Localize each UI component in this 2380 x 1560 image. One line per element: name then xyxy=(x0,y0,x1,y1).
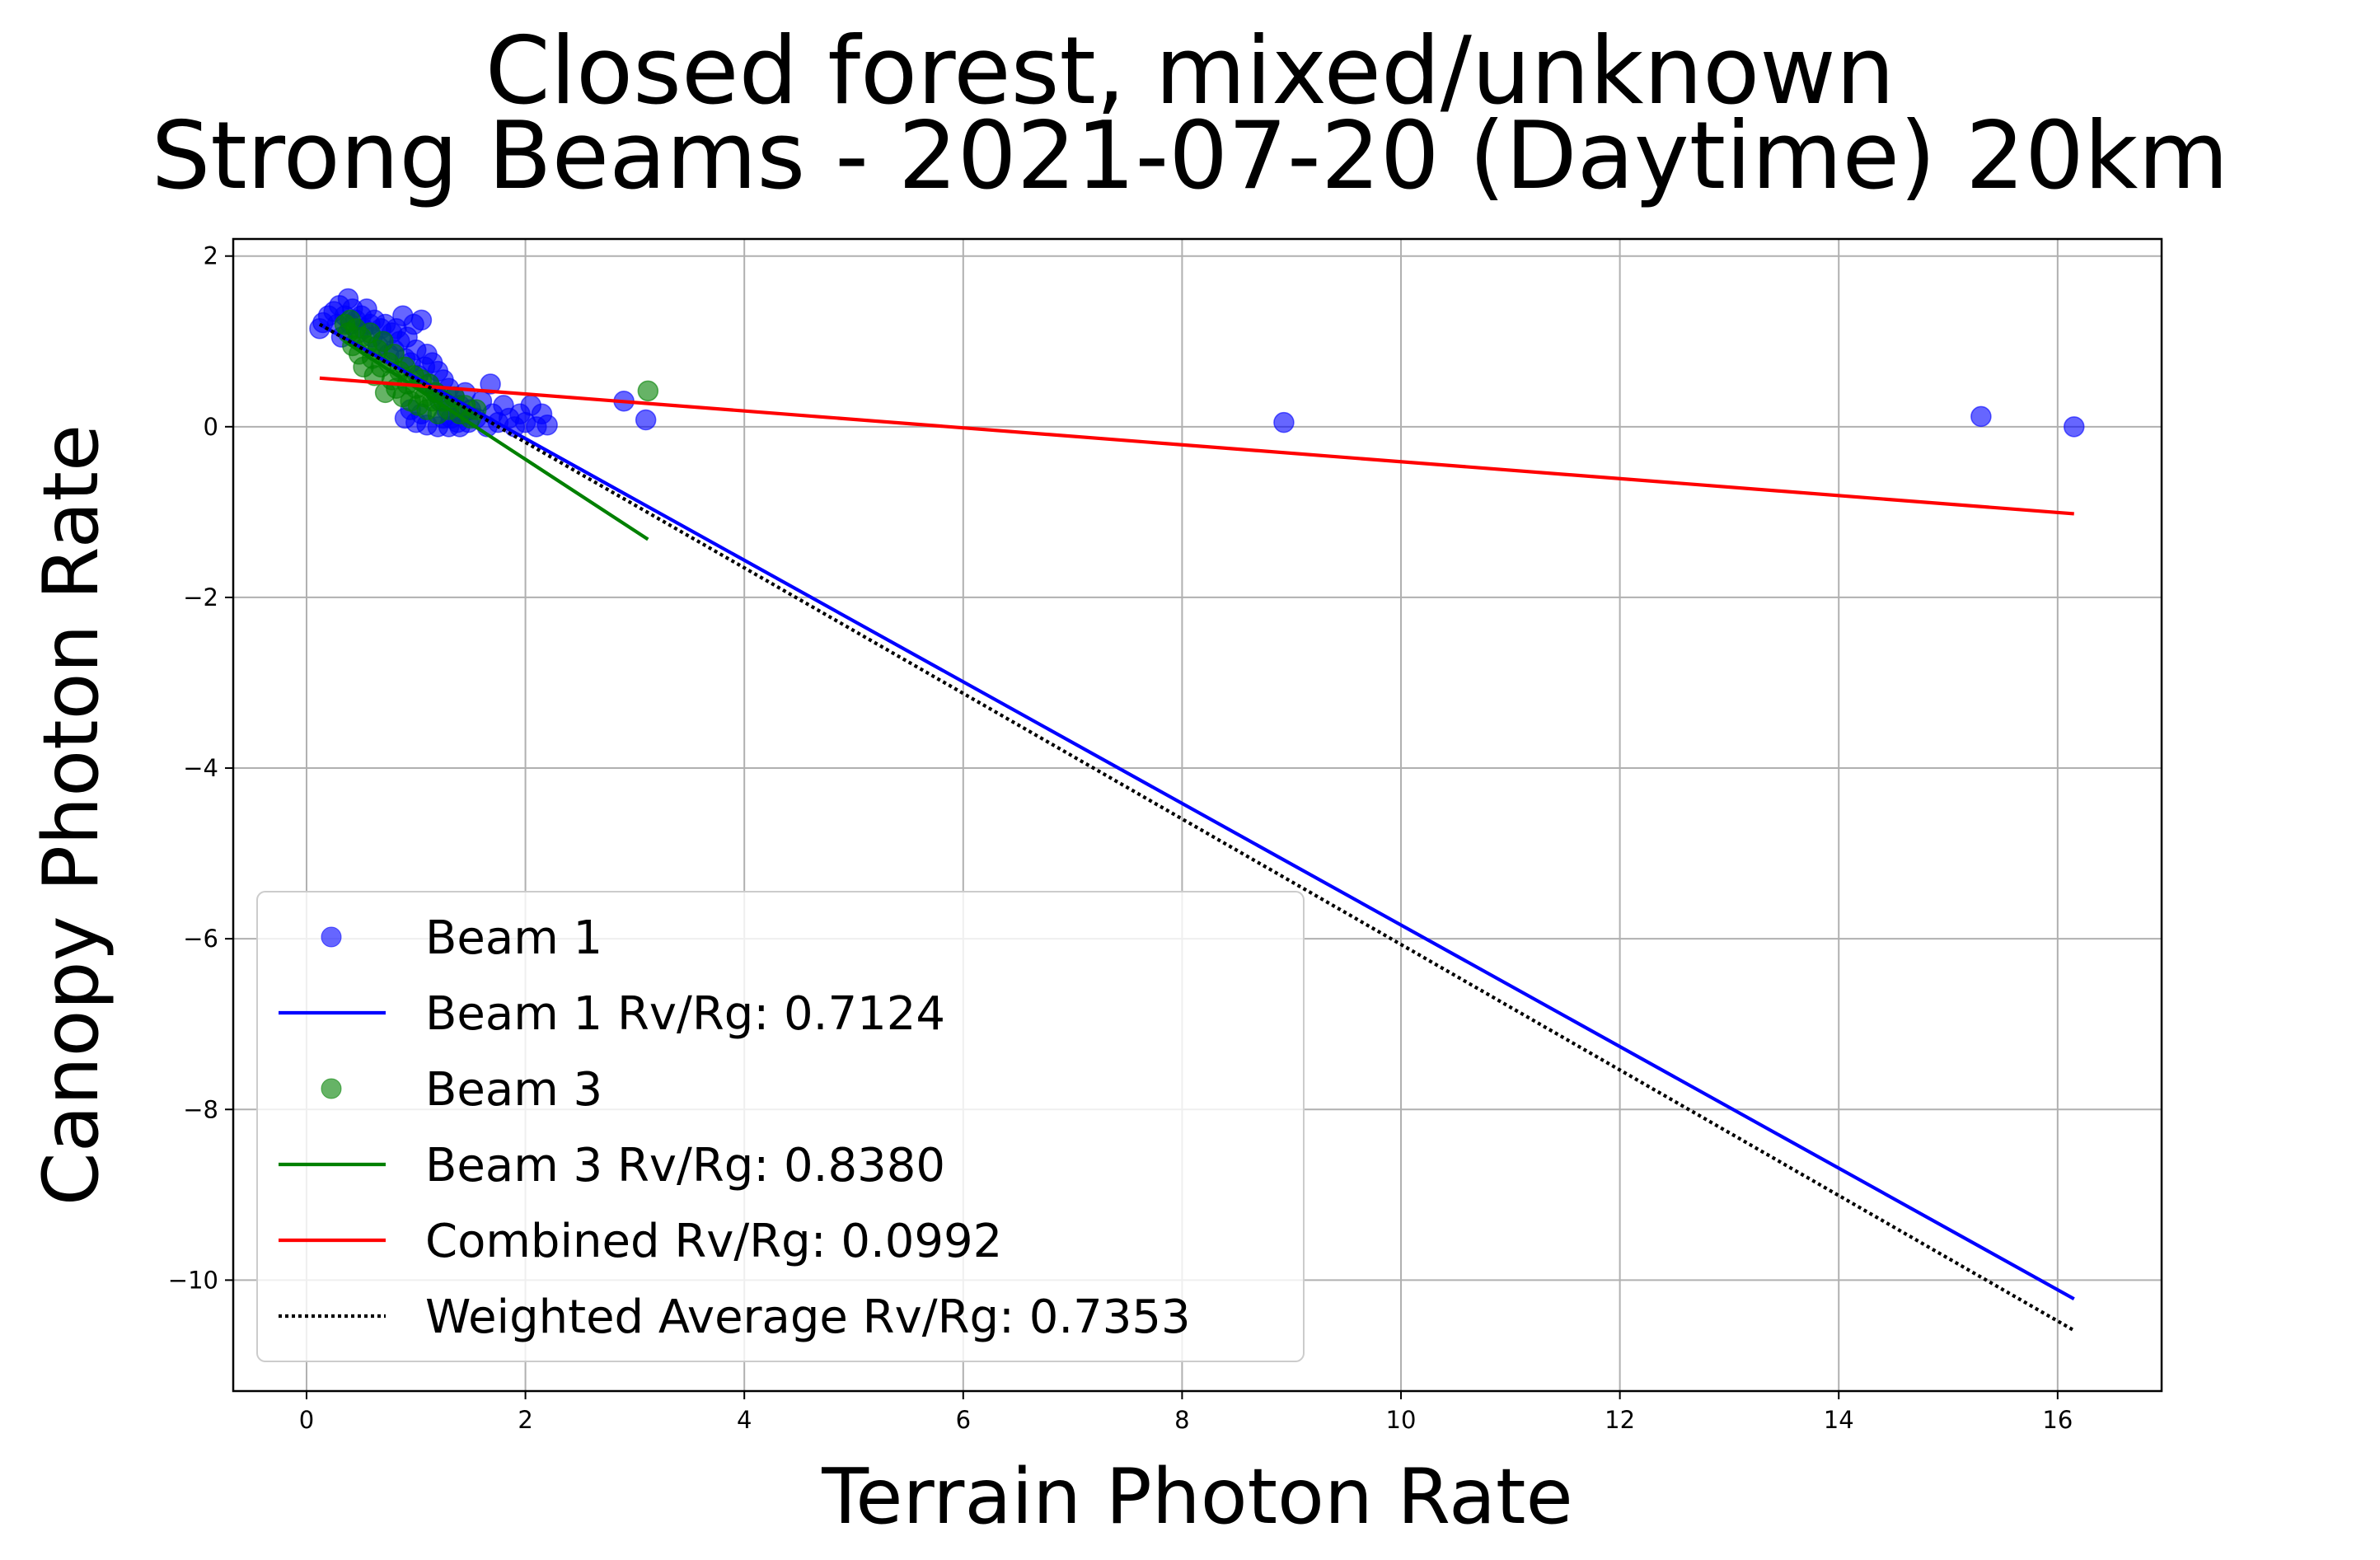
legend-marker xyxy=(321,926,342,948)
y-tick-label: −8 xyxy=(183,1095,218,1123)
chart-title-line-2: Strong Beams - 2021-07-20 (Daytime) 20km xyxy=(152,101,2229,210)
data-point xyxy=(410,309,433,331)
legend-entry: Weighted Average Rv/Rg: 0.7353 xyxy=(279,1291,1191,1344)
legend-entry: Beam 3 xyxy=(321,1063,602,1117)
data-point xyxy=(637,380,659,402)
axis-ticks: 0 2 4 6 8 10 12 14 16 2 0 −2 −4 −6 −8 −10 xyxy=(168,242,2073,1434)
fit-line-2 xyxy=(344,340,649,541)
legend: Beam 1 Beam 1 Rv/Rg: 0.7124 Beam 3 Beam 3 R… xyxy=(256,891,1305,1362)
chart-title-line-1: Closed forest, mixed/unknown xyxy=(485,16,1895,125)
y-tick-label: 2 xyxy=(204,242,218,270)
legend-label: Combined Rv/Rg: 0.0992 xyxy=(425,1215,1002,1268)
legend-label: Beam 3 xyxy=(425,1063,602,1117)
data-point xyxy=(536,415,558,436)
x-tick-label: 2 xyxy=(518,1406,532,1434)
fit-line-4 xyxy=(318,322,2075,1333)
data-point xyxy=(1273,411,1295,433)
plot-frame xyxy=(232,237,2163,1393)
fit-line-3 xyxy=(319,376,2074,516)
legend-entry: Beam 1 Rv/Rg: 0.7124 xyxy=(279,987,945,1041)
x-axis-label: Terrain Photon Rate xyxy=(821,1452,1572,1541)
y-tick-label: −10 xyxy=(168,1266,218,1294)
x-tick-label: 10 xyxy=(1386,1406,1417,1434)
legend-label: Beam 3 Rv/Rg: 0.8380 xyxy=(425,1139,945,1192)
plot-data xyxy=(309,288,2085,1333)
legend-entry: Combined Rv/Rg: 0.0992 xyxy=(279,1215,1002,1268)
data-point xyxy=(635,409,657,431)
y-tick-label: 0 xyxy=(204,413,218,441)
legend-label: Beam 1 xyxy=(425,911,602,965)
y-tick-label: −6 xyxy=(183,925,218,953)
scatter-series-1 xyxy=(309,288,2085,438)
legend-entry: Beam 1 xyxy=(321,911,602,965)
y-tick-label: −4 xyxy=(183,754,218,782)
fit-line-1 xyxy=(318,322,2075,1300)
legend-box xyxy=(256,891,1305,1362)
y-axis-label: Canopy Photon Rate xyxy=(26,424,115,1206)
legend-label: Beam 1 Rv/Rg: 0.7124 xyxy=(425,987,945,1041)
x-tick-label: 12 xyxy=(1605,1406,1635,1434)
legend-entry: Beam 3 Rv/Rg: 0.8380 xyxy=(279,1139,945,1192)
x-tick-label: 8 xyxy=(1174,1406,1189,1434)
legend-label: Weighted Average Rv/Rg: 0.7353 xyxy=(425,1291,1191,1344)
x-tick-label: 14 xyxy=(1824,1406,1854,1434)
data-point xyxy=(2064,416,2085,438)
data-point xyxy=(480,373,501,395)
y-tick-label: −2 xyxy=(183,583,218,611)
x-tick-label: 0 xyxy=(299,1406,314,1434)
legend-marker xyxy=(321,1078,342,1099)
plot-area xyxy=(309,288,2085,1333)
x-tick-label: 6 xyxy=(956,1406,971,1434)
x-tick-label: 4 xyxy=(737,1406,752,1434)
data-point xyxy=(1970,405,1992,428)
x-tick-label: 16 xyxy=(2042,1406,2073,1434)
